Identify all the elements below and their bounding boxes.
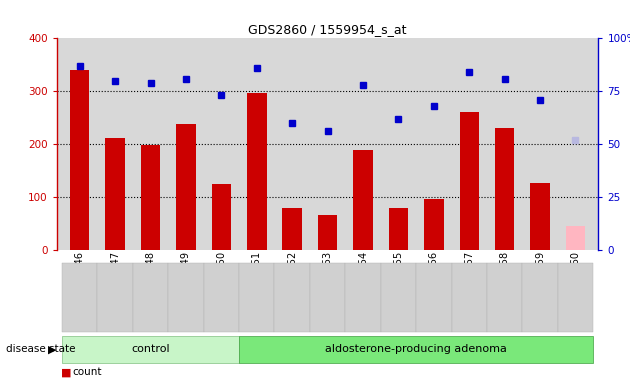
Bar	[424, 199, 444, 250]
Bar	[459, 113, 479, 250]
Text: ▶: ▶	[49, 344, 57, 354]
Bar	[353, 151, 373, 250]
Bar	[70, 70, 89, 250]
Text: ■: ■	[61, 367, 71, 377]
Bar	[212, 184, 231, 250]
Bar	[176, 124, 196, 250]
Text: aldosterone-producing adenoma: aldosterone-producing adenoma	[325, 344, 507, 354]
Bar	[566, 226, 585, 250]
Text: control: control	[131, 344, 170, 354]
Bar	[105, 138, 125, 250]
Bar	[530, 183, 550, 250]
Bar	[247, 93, 266, 250]
Bar	[282, 209, 302, 250]
Text: count: count	[72, 367, 102, 377]
Bar	[318, 215, 337, 250]
Bar	[140, 145, 160, 250]
Title: GDS2860 / 1559954_s_at: GDS2860 / 1559954_s_at	[248, 23, 407, 36]
Bar	[495, 128, 515, 250]
Text: disease state: disease state	[6, 344, 76, 354]
Bar	[389, 209, 408, 250]
